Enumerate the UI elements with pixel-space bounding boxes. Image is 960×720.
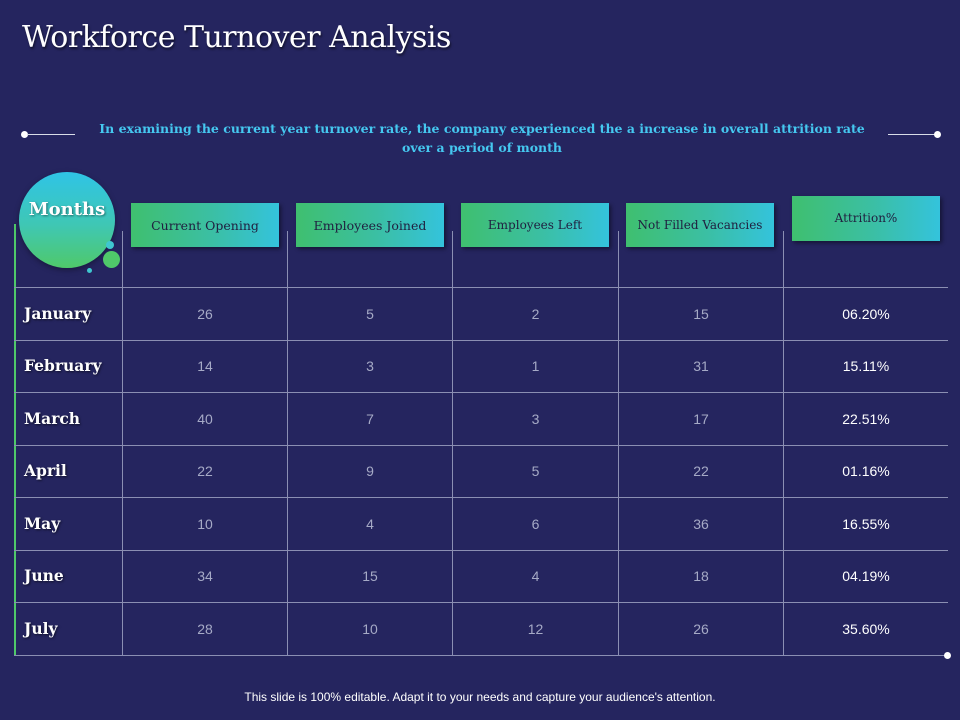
not-filled-vacancies-value: 26 [693, 621, 709, 637]
months-badge: Months [19, 172, 115, 268]
attrition-value: 01.16% [842, 463, 890, 479]
column-header-not-filled-vacancies: Not Filled Vacancies [626, 203, 774, 247]
column-header-attrition: Attrition% [792, 196, 940, 241]
table-end-dot [944, 652, 951, 659]
right-connector-line [888, 134, 936, 135]
current-opening-value: 26 [197, 306, 213, 322]
not-filled-vacancies-value: 31 [693, 358, 709, 374]
current-opening-value: 14 [197, 358, 213, 374]
current-opening-value: 40 [197, 411, 213, 427]
employees-left-value: 6 [531, 516, 540, 532]
grid-line [14, 655, 948, 656]
current-opening-value: 22 [197, 463, 213, 479]
current-opening-value: 28 [197, 621, 213, 637]
month-label: June [24, 566, 64, 585]
right-connector-dot [934, 131, 941, 138]
employees-left-value: 12 [527, 621, 544, 637]
decorative-bubble [87, 268, 92, 273]
grid-line [14, 602, 948, 603]
attrition-value: 22.51% [842, 411, 890, 427]
grid-line [14, 550, 948, 551]
left-connector-dot [21, 131, 28, 138]
footer-note: This slide is 100% editable. Adapt it to… [244, 690, 716, 704]
not-filled-vacancies-value: 15 [693, 306, 709, 322]
grid-line [14, 497, 948, 498]
grid-line [14, 340, 948, 341]
attrition-value: 06.20% [842, 306, 890, 322]
current-opening-value: 34 [197, 568, 213, 584]
attrition-value: 04.19% [842, 568, 890, 584]
decorative-bubble [106, 241, 114, 249]
employees-left-value: 4 [531, 568, 540, 584]
month-label: February [24, 356, 102, 375]
months-label: Months [28, 198, 106, 220]
grid-line [14, 287, 948, 288]
column-header-employees-joined: Employees Joined [296, 203, 444, 247]
slide-title: Workforce Turnover Analysis [22, 20, 451, 55]
employees-joined-value: 7 [366, 411, 374, 427]
not-filled-vacancies-value: 18 [693, 568, 709, 584]
grid-line [14, 445, 948, 446]
grid-line [14, 224, 16, 656]
grid-line [14, 392, 948, 393]
not-filled-vacancies-value: 17 [693, 411, 709, 427]
employees-joined-value: 4 [366, 516, 374, 532]
grid-line [452, 231, 453, 656]
month-label: January [24, 304, 92, 323]
current-opening-value: 10 [197, 516, 213, 532]
column-header-current-opening: Current Opening [131, 203, 279, 247]
grid-line [783, 231, 784, 656]
not-filled-vacancies-value: 22 [693, 463, 709, 479]
decorative-bubble [103, 251, 120, 268]
month-label: April [24, 461, 67, 480]
employees-joined-value: 10 [362, 621, 378, 637]
employees-joined-value: 5 [366, 306, 374, 322]
employees-joined-value: 15 [362, 568, 378, 584]
attrition-value: 16.55% [842, 516, 890, 532]
employees-joined-value: 9 [366, 463, 374, 479]
month-label: March [24, 409, 81, 428]
column-header-employees-left: Employees Left [461, 203, 609, 247]
employees-left-value: 3 [531, 411, 540, 427]
attrition-value: 15.11% [842, 358, 890, 374]
attrition-value: 35.60% [842, 621, 890, 637]
grid-line [618, 231, 619, 656]
employees-joined-value: 3 [366, 358, 374, 374]
employees-left-value: 1 [531, 358, 540, 374]
employees-left-value: 2 [531, 306, 540, 322]
grid-line [122, 231, 123, 656]
month-label: July [24, 619, 58, 638]
left-connector-line [27, 134, 75, 135]
intro-text: In examining the current year turnover r… [99, 121, 865, 155]
employees-left-value: 5 [531, 463, 540, 479]
grid-line [287, 231, 288, 656]
month-label: May [24, 514, 61, 533]
not-filled-vacancies-value: 36 [693, 516, 709, 532]
